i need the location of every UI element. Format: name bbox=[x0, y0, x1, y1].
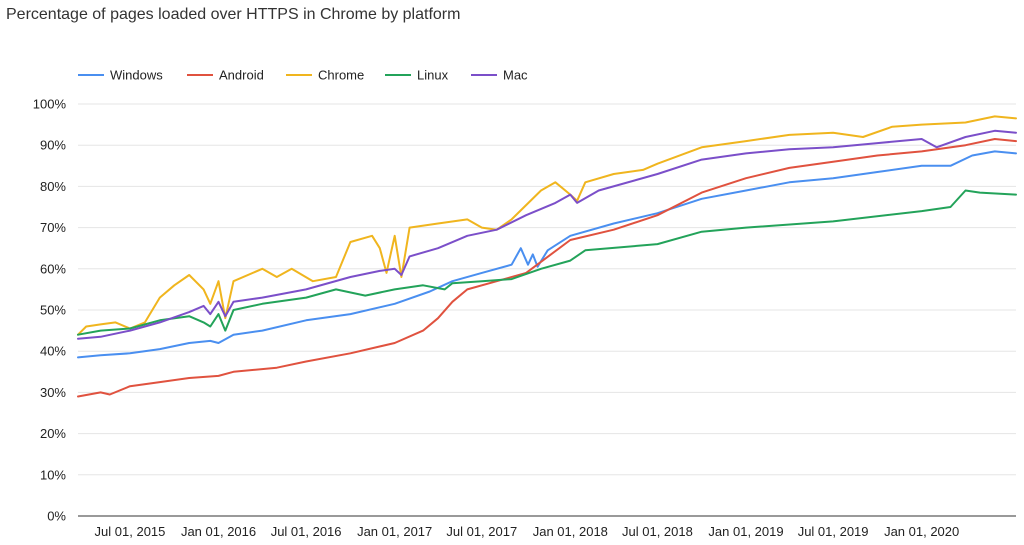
legend-label: Android bbox=[219, 68, 264, 83]
y-tick-label: 70% bbox=[40, 220, 66, 235]
series-line-windows bbox=[77, 150, 1017, 359]
legend-item-windows[interactable]: Windows bbox=[78, 68, 163, 83]
legend-item-linux[interactable]: Linux bbox=[385, 68, 449, 83]
x-tick-label: Jul 01, 2015 bbox=[95, 524, 166, 539]
x-axis: Jul 01, 2015 Jan 01, 2016 Jul 01, 2016 Jan … bbox=[95, 524, 960, 539]
chart-title: Percentage of pages loaded over HTTPS in… bbox=[6, 6, 460, 23]
legend-item-chrome[interactable]: Chrome bbox=[286, 68, 364, 83]
legend-label: Mac bbox=[503, 68, 528, 83]
x-tick-label: Jan 01, 2017 bbox=[357, 524, 432, 539]
series-line-mac bbox=[77, 129, 1017, 340]
plot-area bbox=[77, 115, 1017, 398]
y-axis: 0% 10% 20% 30% 40% 50% 60% 70% 80% 90% 100% bbox=[33, 97, 67, 524]
x-tick-label: Jul 01, 2017 bbox=[446, 524, 517, 539]
y-tick-label: 40% bbox=[40, 344, 66, 359]
y-tick-label: 80% bbox=[40, 179, 66, 194]
legend-label: Linux bbox=[417, 68, 449, 83]
x-tick-label: Jul 01, 2019 bbox=[798, 524, 869, 539]
series-line-android bbox=[77, 138, 1017, 398]
legend-item-android[interactable]: Android bbox=[187, 68, 264, 83]
y-tick-label: 90% bbox=[40, 138, 66, 153]
y-tick-label: 10% bbox=[40, 467, 66, 482]
y-tick-label: 30% bbox=[40, 385, 66, 400]
y-tick-label: 0% bbox=[47, 509, 66, 524]
y-tick-label: 20% bbox=[40, 426, 66, 441]
y-tick-label: 50% bbox=[40, 303, 66, 318]
series-line-chrome bbox=[77, 115, 1017, 336]
legend-label: Chrome bbox=[318, 68, 364, 83]
x-tick-label: Jul 01, 2016 bbox=[271, 524, 342, 539]
chart-legend: Windows Android Chrome Linux Mac bbox=[78, 68, 528, 83]
x-tick-label: Jan 01, 2018 bbox=[533, 524, 608, 539]
y-tick-label: 100% bbox=[33, 97, 67, 112]
x-tick-label: Jan 01, 2020 bbox=[884, 524, 959, 539]
legend-item-mac[interactable]: Mac bbox=[471, 68, 528, 83]
x-tick-label: Jul 01, 2018 bbox=[622, 524, 693, 539]
x-tick-label: Jan 01, 2019 bbox=[708, 524, 783, 539]
y-tick-label: 60% bbox=[40, 261, 66, 276]
x-tick-label: Jan 01, 2016 bbox=[181, 524, 256, 539]
legend-label: Windows bbox=[110, 68, 163, 83]
chart-grid bbox=[78, 103, 1016, 517]
series-line-linux bbox=[77, 189, 1017, 336]
